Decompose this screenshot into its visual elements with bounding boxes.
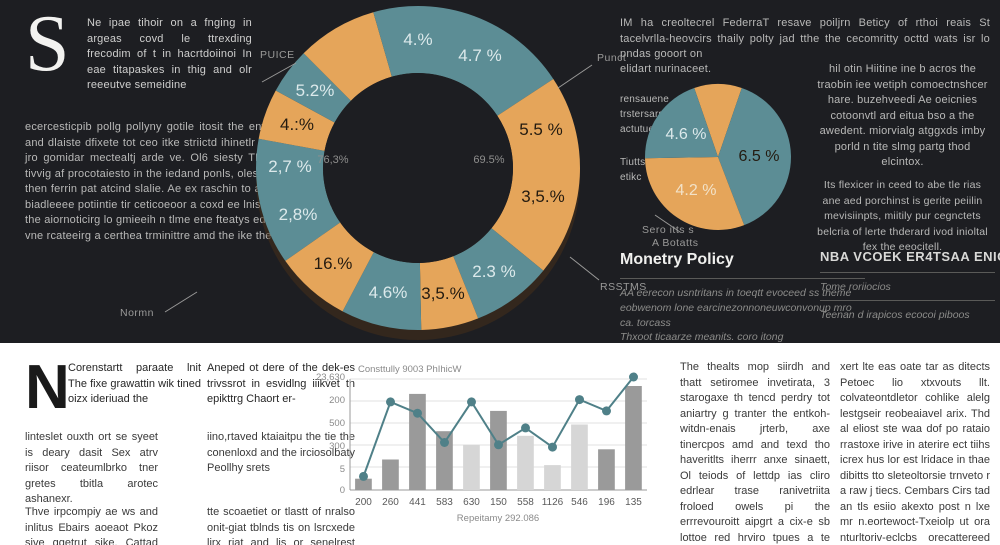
svg-text:Punct: Punct: [597, 52, 626, 64]
svg-text:583: 583: [436, 497, 453, 508]
svg-text:300: 300: [329, 441, 345, 452]
svg-text:76,3%: 76,3%: [317, 154, 348, 166]
svg-text:4.:%: 4.:%: [280, 115, 314, 134]
svg-text:630: 630: [463, 497, 480, 508]
svg-text:4.7 %: 4.7 %: [458, 46, 501, 65]
svg-text:5.2%: 5.2%: [296, 81, 335, 100]
svg-text:Consttully 9003 PhIhicW: Consttully 9003 PhIhicW: [358, 364, 462, 375]
svg-text:PUICE: PUICE: [260, 49, 295, 61]
svg-text:4.6 %: 4.6 %: [666, 126, 707, 143]
svg-text:A Botatts: A Botatts: [652, 237, 699, 249]
svg-text:4.2 %: 4.2 %: [676, 182, 717, 199]
svg-text:0: 0: [340, 485, 345, 496]
svg-text:135: 135: [625, 497, 642, 508]
svg-text:2,8%: 2,8%: [279, 205, 318, 224]
svg-text:Sero itts s: Sero itts s: [642, 224, 694, 236]
svg-text:69.5%: 69.5%: [473, 154, 504, 166]
svg-text:5.5 %: 5.5 %: [519, 120, 562, 139]
svg-text:Normn: Normn: [120, 307, 154, 319]
svg-text:4.%: 4.%: [403, 30, 432, 49]
svg-text:3,5.%: 3,5.%: [521, 187, 564, 206]
svg-text:23,630: 23,630: [316, 372, 345, 383]
svg-text:558: 558: [517, 497, 534, 508]
svg-text:3,5.%: 3,5.%: [421, 284, 464, 303]
svg-text:500: 500: [329, 418, 345, 429]
svg-text:200: 200: [329, 395, 345, 406]
svg-text:441: 441: [409, 497, 426, 508]
svg-text:Repeitamy 292.086: Repeitamy 292.086: [457, 513, 539, 524]
svg-text:6.5 %: 6.5 %: [739, 148, 780, 165]
svg-text:2.3 %: 2.3 %: [472, 262, 515, 281]
svg-text:1126: 1126: [542, 497, 564, 508]
svg-text:200: 200: [355, 497, 372, 508]
svg-text:5: 5: [340, 464, 345, 475]
svg-text:196: 196: [598, 497, 615, 508]
svg-text:260: 260: [382, 497, 399, 508]
svg-text:2,7 %: 2,7 %: [268, 157, 311, 176]
svg-text:4.6%: 4.6%: [369, 283, 408, 302]
svg-text:RSSTMS: RSSTMS: [600, 281, 647, 293]
svg-text:150: 150: [490, 497, 507, 508]
svg-text:16.%: 16.%: [314, 254, 353, 273]
svg-text:546: 546: [571, 497, 588, 508]
